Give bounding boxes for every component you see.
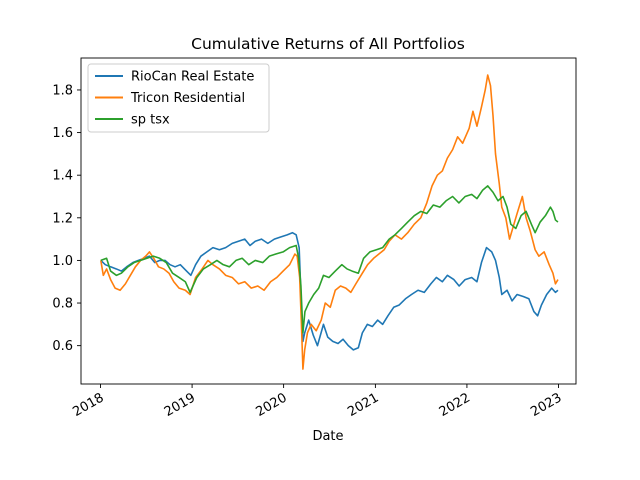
x-tick-label-1: 2018 <box>70 390 106 420</box>
plot-area <box>80 57 577 385</box>
x-axis: 2018 2019 2020 2021 2022 2023 <box>70 384 564 420</box>
legend-label-1: RioCan Real Estate <box>131 70 254 85</box>
x-tick-label-2: 2019 <box>162 390 198 420</box>
y-tick-label-4: 1.2 <box>52 211 73 226</box>
x-tick-label-4: 2021 <box>345 390 381 420</box>
legend-box <box>87 63 270 133</box>
legend-label-2: Tricon Residential <box>130 91 245 106</box>
x-tick-label-6: 2023 <box>528 390 564 420</box>
x-tick-label-5: 2022 <box>437 390 473 420</box>
legend: RioCan Real Estate Tricon Residential sp t… <box>87 63 270 133</box>
y-tick-label-6: 1.6 <box>52 126 73 141</box>
series-line-2 <box>100 74 559 370</box>
plot-frame <box>80 57 577 385</box>
series-line-1 <box>100 231 559 351</box>
x-tick-label-3: 2020 <box>253 390 289 420</box>
x-axis-label: Date <box>312 429 343 444</box>
legend-label-3: sp tsx <box>131 113 170 128</box>
y-tick-label-1: 0.6 <box>52 339 73 354</box>
y-axis: 0.6 0.8 1.0 1.2 1.4 1.6 1.8 <box>52 83 81 354</box>
y-tick-label-2: 0.8 <box>52 297 73 312</box>
y-tick-label-3: 1.0 <box>52 254 73 269</box>
chart-title: Cumulative Returns of All Portfolios <box>191 35 465 53</box>
y-tick-label-5: 1.4 <box>52 169 73 184</box>
series-line-3 <box>100 185 559 334</box>
y-tick-label-7: 1.8 <box>52 83 73 98</box>
